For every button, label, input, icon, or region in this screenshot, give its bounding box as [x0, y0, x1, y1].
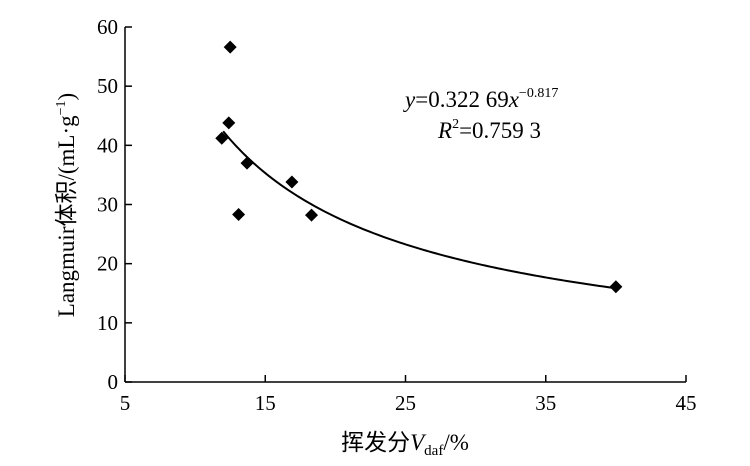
- x-tick-label: 25: [395, 391, 416, 415]
- y-axis-title: Langmuir体积/(mL·g−1): [54, 93, 79, 317]
- y-tick-label: 40: [97, 133, 118, 157]
- axes: 5 15 25 35 45 0 10 20 30 40 50 60: [97, 15, 697, 415]
- fit-layer: [222, 130, 617, 290]
- data-point: [305, 208, 319, 222]
- data-point: [609, 280, 623, 294]
- fit-equation: y=0.322 69x−0.817: [403, 86, 558, 112]
- y-tick-label: 60: [97, 15, 118, 39]
- x-tick-label: 45: [676, 391, 697, 415]
- data-point: [215, 131, 229, 145]
- y-tick-label: 10: [97, 311, 118, 335]
- r-squared: R2=0.759 3: [437, 117, 541, 143]
- y-tick-label: 20: [97, 252, 118, 276]
- fit-curve: [222, 130, 617, 290]
- points-layer: [215, 40, 623, 294]
- x-tick-label: 35: [535, 391, 556, 415]
- x-tick-label: 15: [255, 391, 276, 415]
- data-point: [240, 156, 254, 170]
- data-point: [285, 175, 299, 189]
- fit-annotation: y=0.322 69x−0.817 R2=0.759 3: [403, 86, 558, 143]
- y-tick-label: 0: [108, 370, 119, 394]
- x-tick-label: 5: [120, 391, 131, 415]
- y-tick-label: 30: [97, 193, 118, 217]
- x-axis-title: 挥发分Vdaf/%: [341, 430, 469, 459]
- data-point: [232, 208, 246, 222]
- data-point: [223, 40, 237, 54]
- data-point: [222, 116, 236, 130]
- y-tick-label: 50: [97, 74, 118, 98]
